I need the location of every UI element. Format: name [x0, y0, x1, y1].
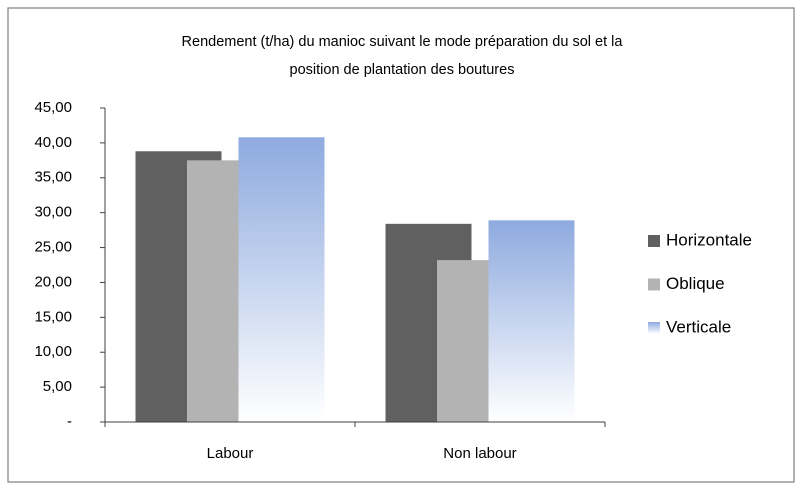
y-tick-label: 15,00 [34, 308, 72, 325]
y-tick-label: 45,00 [34, 99, 72, 116]
x-tick-label: Labour [207, 445, 254, 462]
y-tick-label: 10,00 [34, 343, 72, 360]
y-tick-label: - [67, 413, 72, 430]
y-tick-label: 30,00 [34, 204, 72, 221]
y-tick-label: 40,00 [34, 134, 72, 151]
legend-swatch [648, 235, 660, 247]
bar [238, 137, 325, 422]
legend-label: Oblique [666, 274, 725, 293]
x-tick-label: Non labour [443, 445, 516, 462]
bar [488, 220, 575, 422]
legend-swatch [648, 278, 660, 291]
legend-label: Horizontale [666, 230, 752, 249]
y-tick-label: 35,00 [34, 169, 72, 186]
y-tick-label: 5,00 [43, 378, 72, 395]
chart-title: position de plantation des boutures [290, 62, 515, 78]
y-tick-label: 20,00 [34, 273, 72, 290]
chart-title: Rendement (t/ha) du manioc suivant le mo… [182, 34, 624, 50]
legend-label: Verticale [666, 317, 731, 336]
y-tick-label: 25,00 [34, 239, 72, 256]
legend-swatch [648, 322, 660, 334]
